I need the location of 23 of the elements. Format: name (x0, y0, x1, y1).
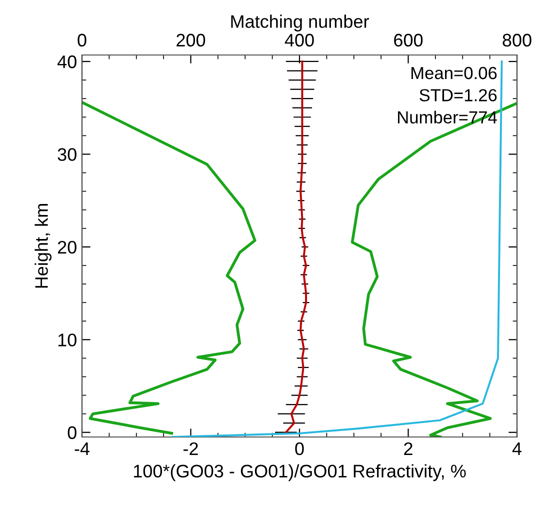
x2-tick-label: 400 (284, 34, 314, 47)
y-tick-label: 0 (68, 426, 76, 440)
y-tick-label: 40 (57, 55, 76, 68)
x-tick-label: 2 (404, 442, 412, 455)
y-axis-title: Height, km (34, 204, 52, 288)
line-series (350, 102, 517, 437)
annotation: Mean=0.06 (412, 66, 497, 80)
annotation: STD=1.26 (420, 89, 497, 102)
x-tick-label: 0 (295, 442, 304, 456)
x-tick-label: -2 (184, 442, 198, 455)
x2-tick-label: 0 (78, 34, 86, 47)
x-tick-label: -4 (74, 442, 90, 455)
line-series (284, 60, 307, 434)
y-tick-label: 10 (58, 334, 76, 346)
line-series (82, 100, 256, 435)
y-tick-label: 30 (58, 148, 76, 161)
x2-tick-label: 600 (394, 34, 423, 47)
x2-tick-label: 200 (176, 34, 206, 47)
x2-axis-title: Matching number (231, 14, 369, 32)
y-tick-label: 20 (58, 240, 76, 254)
x-tick-label: 4 (512, 442, 522, 455)
x2-tick-label: 800 (502, 34, 532, 47)
x-axis-title: 100*(GO03 - GO01)/GO01 Refractivity, % (134, 464, 466, 482)
